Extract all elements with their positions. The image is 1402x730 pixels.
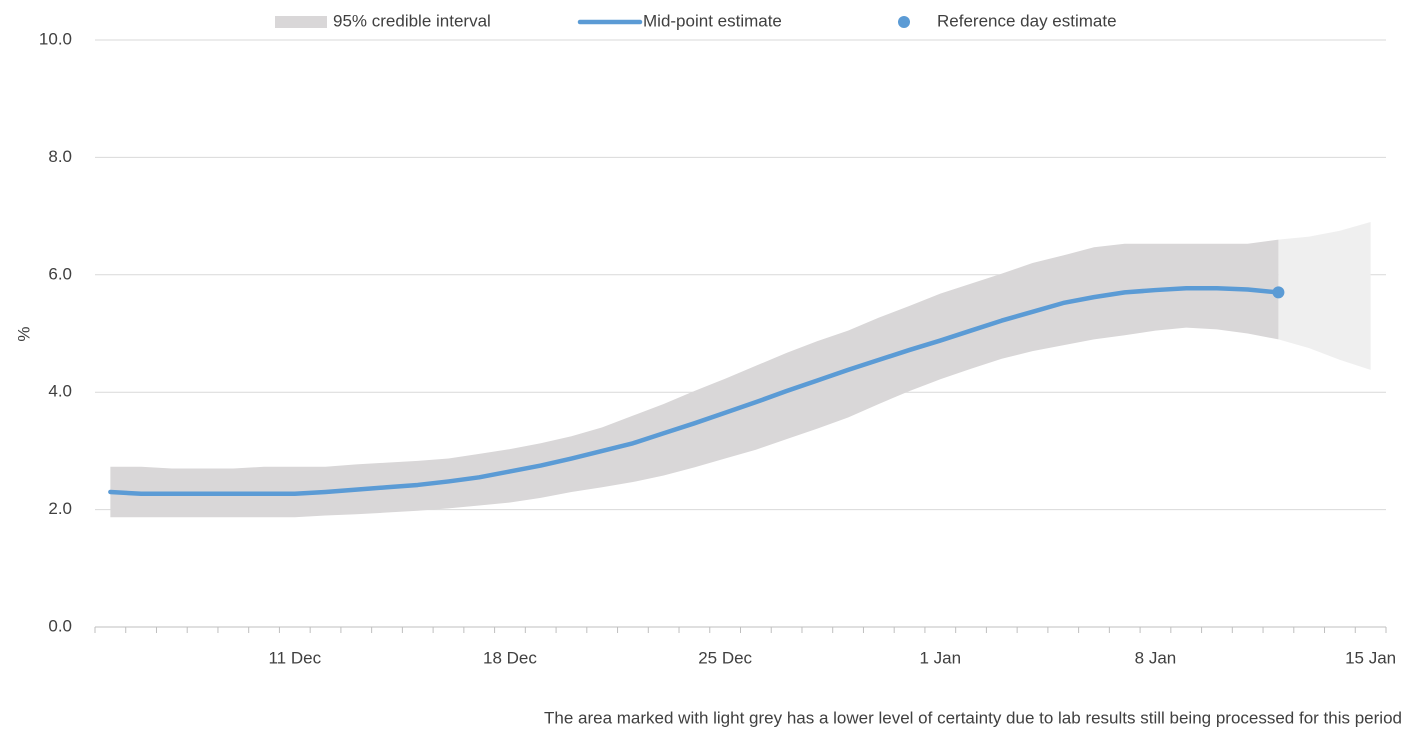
x-tick-label: 8 Jan [1135, 648, 1177, 667]
x-tick-label: 18 Dec [483, 648, 537, 667]
provisional-band [1278, 221, 1371, 370]
y-tick-label: 0.0 [48, 616, 72, 635]
credible-band [110, 239, 1279, 518]
x-tick-label: 1 Jan [920, 648, 962, 667]
x-tick-label: 15 Jan [1345, 648, 1396, 667]
legend-label: Mid-point estimate [643, 11, 782, 30]
y-tick-label: 2.0 [48, 499, 72, 518]
x-tick-label: 11 Dec [268, 648, 321, 667]
x-tick-label: 25 Dec [698, 648, 752, 667]
y-tick-label: 6.0 [48, 264, 72, 283]
y-tick-label: 8.0 [48, 147, 72, 166]
y-tick-label: 10.0 [39, 29, 72, 48]
mid-line [108, 286, 1281, 497]
legend-swatch [275, 16, 327, 28]
legend-label: 95% credible interval [333, 11, 491, 30]
y-tick-label: 4.0 [48, 382, 72, 401]
legend-label: Reference day estimate [937, 11, 1117, 30]
y-axis-label: % [14, 326, 33, 341]
note: The area marked with light grey has a lo… [544, 708, 1402, 727]
legend-swatch [898, 16, 910, 28]
reference-point [1272, 286, 1285, 299]
